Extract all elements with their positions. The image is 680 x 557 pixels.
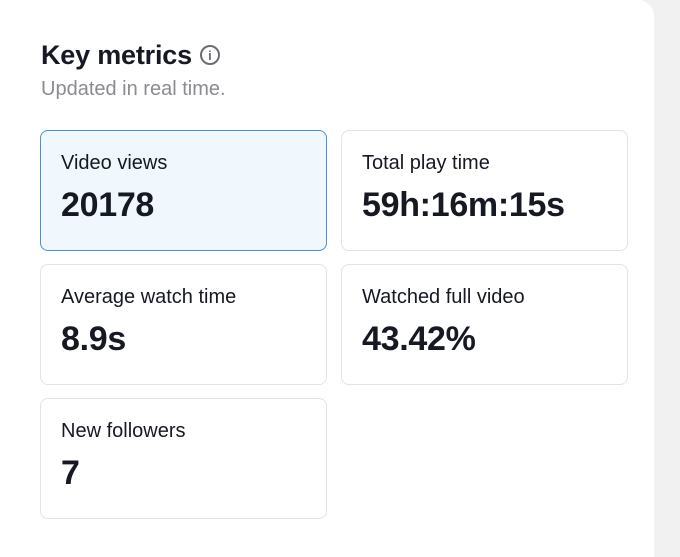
metric-card-new-followers[interactable]: New followers 7 xyxy=(40,398,327,519)
metric-value: 7 xyxy=(61,454,80,492)
key-metrics-panel: Key metrics i Updated in real time. Vide… xyxy=(0,0,654,557)
metric-label: Average watch time xyxy=(61,286,237,308)
metric-label: Total play time xyxy=(362,152,490,174)
metric-value: 43.42% xyxy=(362,320,476,358)
metric-label: New followers xyxy=(61,420,186,442)
metric-value: 8.9s xyxy=(61,320,126,358)
panel-title: Key metrics xyxy=(41,39,192,70)
metric-value: 20178 xyxy=(61,186,155,224)
metric-card-average-watch-time[interactable]: Average watch time 8.9s xyxy=(40,264,327,385)
title-row: Key metrics i xyxy=(41,38,226,72)
metric-label: Video views xyxy=(61,152,168,174)
metric-value: 59h:16m:15s xyxy=(362,186,565,224)
info-icon[interactable]: i xyxy=(199,45,220,65)
panel-subtitle: Updated in real time. xyxy=(41,78,226,100)
metric-card-total-play-time[interactable]: Total play time 59h:16m:15s xyxy=(341,130,628,251)
key-metrics-header: Key metrics i Updated in real time. xyxy=(41,38,226,101)
page-background-strip xyxy=(654,0,680,557)
metric-card-watched-full-video[interactable]: Watched full video 43.42% xyxy=(341,264,628,385)
metric-label: Watched full video xyxy=(362,286,525,308)
metric-card-video-views[interactable]: Video views 20178 xyxy=(40,130,327,251)
